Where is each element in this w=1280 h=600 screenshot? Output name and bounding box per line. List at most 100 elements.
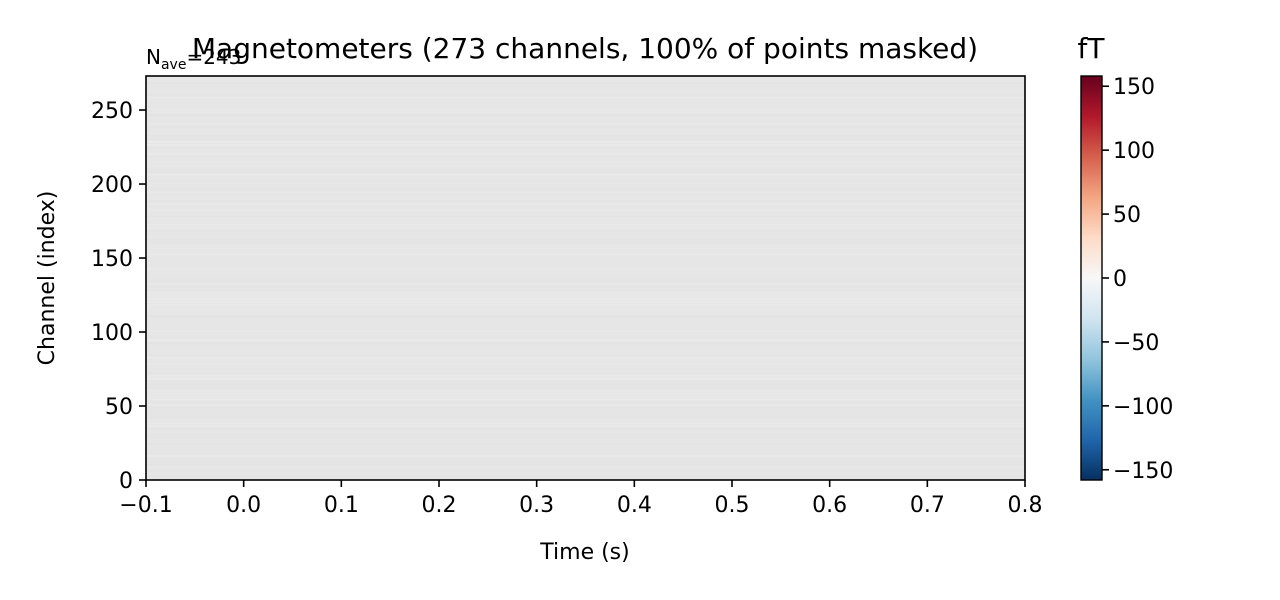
nave-sub: ave (161, 57, 186, 73)
channel-row (146, 123, 1025, 126)
channel-row (146, 218, 1025, 220)
y-tick-label: 150 (91, 247, 133, 272)
channel-row (146, 410, 1025, 413)
channel-row (146, 342, 1025, 345)
channel-row (146, 76, 1025, 78)
channel-row (146, 428, 1025, 430)
channel-row (146, 129, 1025, 132)
chart-title: Magnetometers (273 channels, 100% of poi… (192, 32, 978, 65)
channel-row (146, 241, 1025, 244)
channel-row (146, 111, 1025, 114)
channel-row (146, 354, 1025, 356)
channel-row (146, 416, 1025, 419)
channel-row (146, 333, 1025, 336)
colorbar-unit-label: fT (1078, 32, 1106, 65)
channel-row (146, 475, 1025, 478)
channel-row (146, 268, 1025, 271)
nave-label: Nave=243 (146, 45, 241, 73)
channel-row (146, 366, 1025, 368)
channel-row (146, 466, 1025, 469)
channel-row (146, 445, 1025, 448)
channel-row (146, 244, 1025, 247)
channel-row (146, 84, 1025, 87)
channel-row (146, 99, 1025, 102)
channel-row (146, 247, 1025, 250)
channel-row (146, 330, 1025, 333)
channel-row (146, 253, 1025, 256)
channel-row (146, 448, 1025, 451)
channel-row (146, 126, 1025, 129)
channel-row (146, 191, 1025, 194)
channel-row (146, 138, 1025, 140)
channel-row (146, 87, 1025, 90)
colorbar-tick-label: 150 (1113, 75, 1155, 100)
channel-row (146, 96, 1025, 99)
x-tick-label: 0.6 (812, 493, 847, 518)
x-axis-label: Time (s) (539, 540, 629, 565)
channel-row (146, 404, 1025, 407)
nave-value: =243 (186, 45, 241, 69)
channel-row (146, 327, 1025, 330)
channel-row (146, 221, 1025, 223)
x-tick-label: 0.7 (910, 493, 945, 518)
channel-row (146, 117, 1025, 120)
channel-row (146, 389, 1025, 392)
x-tick-label: 0.2 (422, 493, 457, 518)
channel-row (146, 200, 1025, 203)
channel-row (146, 274, 1025, 277)
heatmap-masked-image (146, 76, 1025, 481)
channel-row (146, 460, 1025, 463)
x-tick-label: 0.3 (519, 493, 554, 518)
channel-row (146, 457, 1025, 460)
channel-row (146, 318, 1025, 321)
channel-row (146, 369, 1025, 371)
channel-row (146, 226, 1025, 229)
channel-row (146, 463, 1025, 466)
channel-row (146, 363, 1025, 365)
channel-row (146, 203, 1025, 206)
channel-row (146, 472, 1025, 475)
x-axis: −0.1 0.0 0.1 0.2 0.3 0.4 0.5 0.6 0.7 0.8 (119, 480, 1043, 518)
channel-row (146, 451, 1025, 454)
colorbar-tick-label: 0 (1113, 267, 1127, 292)
channel-row (146, 295, 1025, 297)
colorbar-tick-label: −50 (1113, 331, 1159, 356)
channel-row (146, 300, 1025, 303)
nave-n: N (146, 45, 161, 69)
channel-row (146, 392, 1025, 395)
channel-row (146, 179, 1025, 182)
channel-row (146, 78, 1025, 81)
channel-row (146, 161, 1025, 164)
y-tick-label: 200 (91, 173, 133, 198)
y-tick-label: 100 (91, 321, 133, 346)
x-tick-label: 0.8 (1008, 493, 1043, 518)
channel-row (146, 431, 1025, 433)
x-tick-label: 0.0 (226, 493, 261, 518)
channel-row (146, 280, 1025, 282)
channel-row (146, 336, 1025, 339)
channel-row (146, 120, 1025, 123)
channel-row (146, 386, 1025, 389)
channel-row (146, 277, 1025, 280)
channel-row (146, 395, 1025, 398)
channel-row (146, 339, 1025, 342)
x-tick-label: 0.1 (324, 493, 359, 518)
channel-row (146, 229, 1025, 232)
channel-row (146, 212, 1025, 214)
channel-row (146, 286, 1025, 288)
channel-row (146, 348, 1025, 351)
channel-row (146, 377, 1025, 380)
channel-row (146, 309, 1025, 312)
colorbar-tick-label: −150 (1113, 459, 1173, 484)
x-tick-label: 0.5 (715, 493, 750, 518)
channel-row (146, 292, 1025, 294)
channel-row (146, 223, 1025, 226)
channel-row (146, 425, 1025, 428)
channel-row (146, 345, 1025, 348)
plot-frame (145, 75, 1026, 481)
channel-row (146, 147, 1025, 149)
channel-row (146, 185, 1025, 188)
channel-row (146, 141, 1025, 143)
channel-row (146, 454, 1025, 457)
